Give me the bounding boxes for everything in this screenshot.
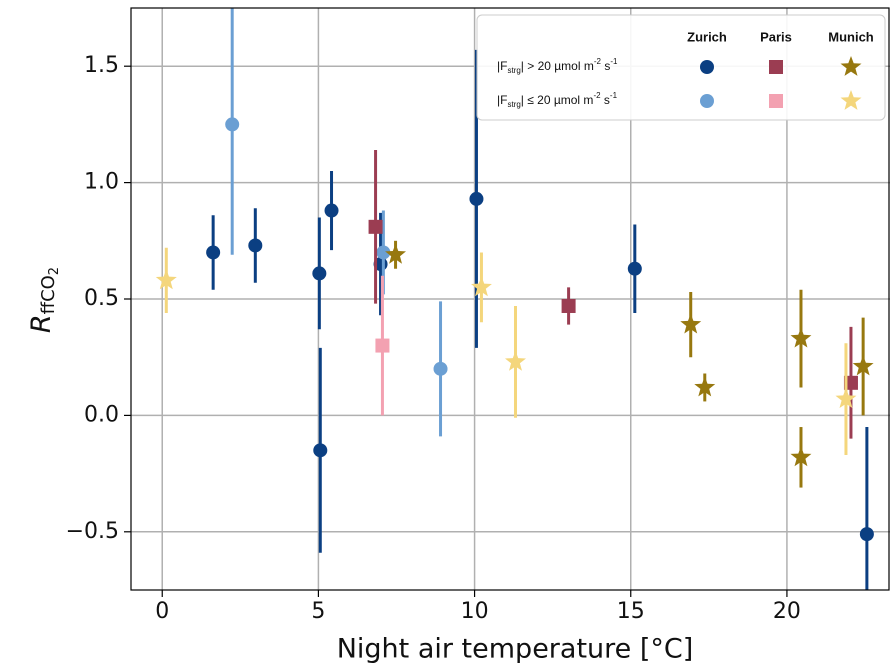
point <box>155 269 177 290</box>
x-tick-label: 0 <box>155 599 169 624</box>
y-tick-label: 1.0 <box>84 170 119 195</box>
axes: 0 5 10 15 20 −0.5 0.0 0.5 1.0 1.5 <box>66 7 890 624</box>
y-label-main: R <box>26 314 57 333</box>
point <box>471 276 492 297</box>
point <box>324 203 339 218</box>
y-axis-label: RffCO2 <box>26 267 62 333</box>
legend-box <box>476 14 886 121</box>
legend-label-part: | ≤ 20 µmol m <box>521 93 594 107</box>
x-tick-label: 5 <box>311 599 325 624</box>
point <box>859 527 874 542</box>
point <box>627 261 642 276</box>
legend-marker <box>840 90 862 110</box>
legend-marker <box>769 94 783 108</box>
legend-label-part: s <box>601 93 610 107</box>
y-label-subsub: 2 <box>47 267 62 275</box>
point <box>225 117 240 132</box>
point <box>852 355 874 376</box>
point <box>505 350 526 371</box>
point <box>312 266 327 281</box>
plot-area <box>155 8 874 590</box>
legend-label: |Fstrg| ≤ 20 µmol m-2 s-1 <box>497 91 618 109</box>
point <box>790 327 812 348</box>
legend-marker <box>700 94 714 108</box>
legend: Zurich Paris Munich|Fstrg| > 20 µmol m-2 s… <box>476 14 886 121</box>
y-tick-label: 0.0 <box>84 402 119 427</box>
y-tick-label: 0.5 <box>84 286 119 311</box>
y-tick-label: −0.5 <box>66 519 119 544</box>
point <box>694 376 716 397</box>
point <box>206 245 221 260</box>
legend-label-part: s <box>601 59 610 73</box>
legend-label-part: strg <box>507 100 520 109</box>
point <box>835 388 857 408</box>
legend-header: Munich <box>828 29 874 44</box>
point <box>790 446 812 467</box>
x-axis-label: Night air temperature [°C] <box>337 634 694 665</box>
legend-header: Paris <box>760 29 792 44</box>
y-label-sub: ffCO <box>38 275 59 314</box>
legend-label-part: |F <box>497 93 507 107</box>
legend-label-part: | > 20 µmol m <box>521 59 594 73</box>
x-tick-label: 20 <box>773 599 801 624</box>
plot-frame <box>130 7 890 591</box>
x-tick-label: 10 <box>461 599 489 624</box>
legend-marker <box>840 56 862 76</box>
legend-marker <box>700 60 714 74</box>
legend-header: Zurich <box>687 29 727 44</box>
point <box>385 243 406 264</box>
point <box>376 245 391 260</box>
point <box>433 361 448 376</box>
legend-label-part: -2 <box>594 57 602 66</box>
x-tick-label: 15 <box>617 599 645 624</box>
legend-label-part: -1 <box>610 91 618 100</box>
point <box>561 298 576 313</box>
legend-marker <box>769 60 783 74</box>
legend-label-part: -2 <box>593 91 601 100</box>
point <box>375 338 390 353</box>
y-tick-label: 1.5 <box>84 53 119 78</box>
point <box>248 238 263 253</box>
point <box>313 443 328 458</box>
point <box>368 219 383 234</box>
legend-label-part: -1 <box>610 57 618 66</box>
point <box>469 191 484 206</box>
point <box>680 313 702 334</box>
legend-label: |Fstrg| > 20 µmol m-2 s-1 <box>497 57 618 75</box>
legend-label-part: strg <box>507 66 520 75</box>
legend-label-part: |F <box>497 59 507 73</box>
